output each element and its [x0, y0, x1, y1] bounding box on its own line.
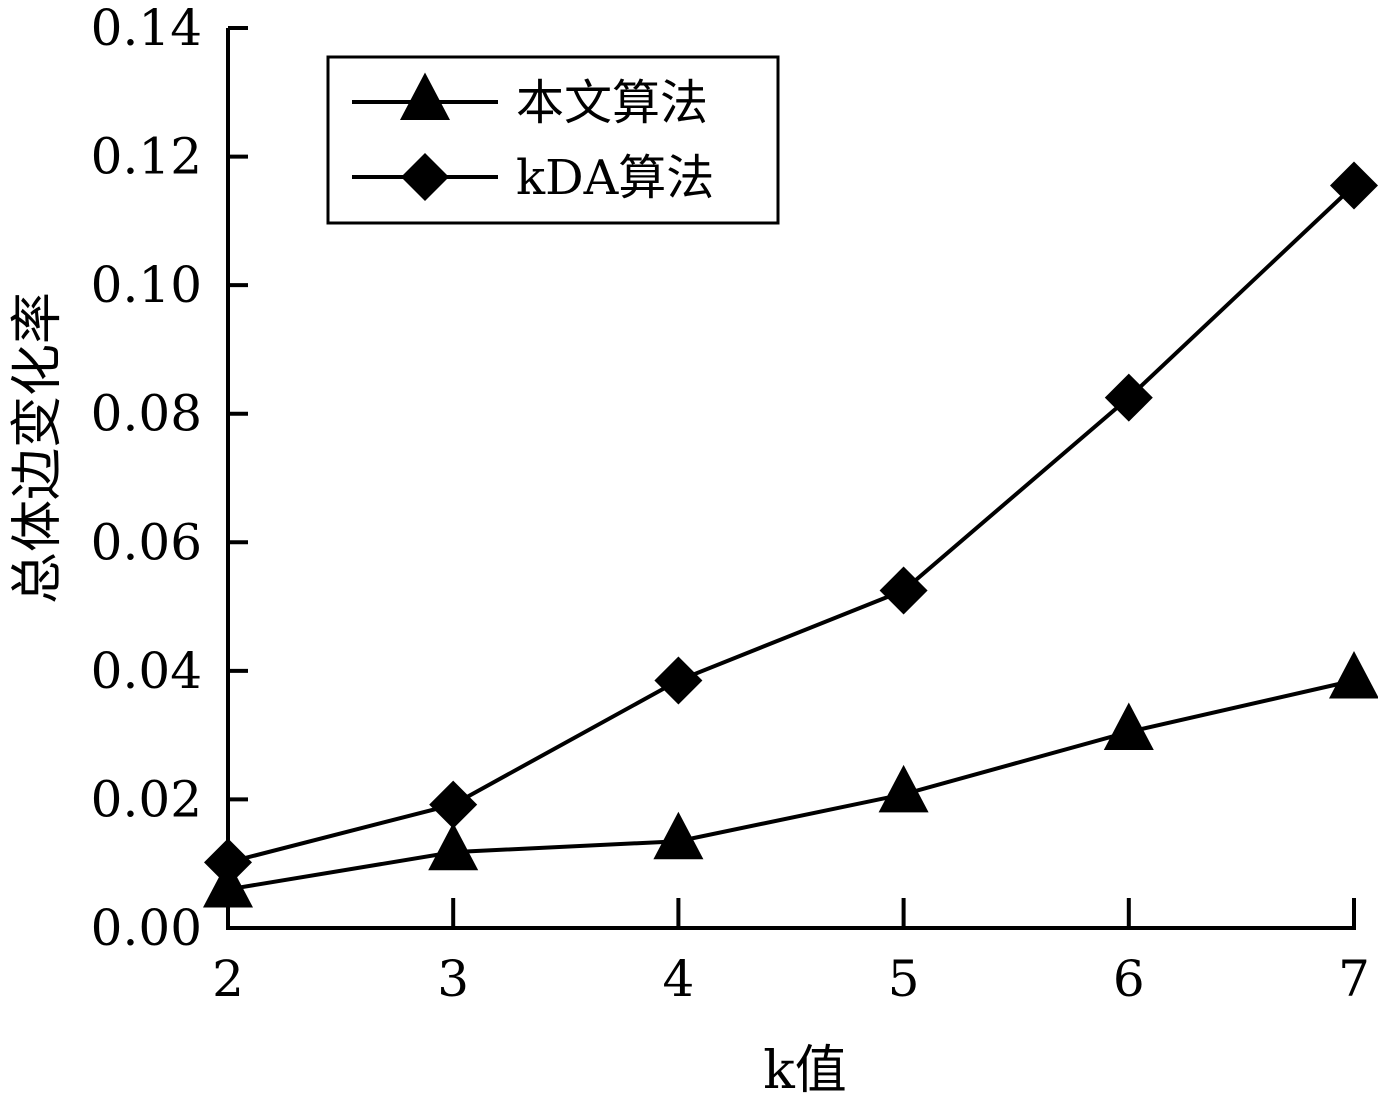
x-tick-label: 7: [1338, 950, 1370, 1008]
data-point-diamond: [879, 566, 928, 615]
y-axis-title: 总体边变化率: [8, 292, 68, 604]
data-point-triangle: [428, 822, 479, 871]
x-tick-label: 5: [888, 950, 920, 1008]
legend: 本文算法 kDA算法: [326, 55, 780, 225]
data-point-diamond: [654, 656, 703, 705]
legend-marker-diamond: [401, 153, 449, 201]
series-layer: [203, 161, 1378, 908]
series-line: [227, 184, 1356, 865]
data-point-triangle: [1103, 702, 1154, 750]
x-tick-label: 4: [662, 950, 694, 1008]
data-point-diamond: [429, 780, 478, 829]
legend-item: kDA算法: [352, 150, 714, 206]
legend-item: 本文算法: [352, 72, 708, 131]
series-line: [227, 678, 1355, 892]
data-point-diamond: [1330, 161, 1378, 210]
y-tick-label: 0.06: [91, 513, 202, 571]
data-point-diamond: [204, 838, 252, 887]
data-point-triangle: [878, 764, 929, 813]
y-axis-ticks: 0.00 0.02 0.04 0.06 0.08 0.10 0.12 0.14: [91, 0, 248, 957]
x-axis-ticks: 2 3 4 5 6 7: [212, 898, 1370, 1008]
data-point-diamond: [1104, 373, 1153, 422]
x-axis-title: k值: [763, 1041, 847, 1101]
legend-label: 本文算法: [516, 75, 708, 131]
x-tick-label: 2: [212, 950, 244, 1008]
data-point-triangle: [653, 811, 704, 860]
y-tick-label: 0.14: [91, 0, 202, 57]
series-2: [204, 161, 1378, 887]
y-tick-label: 0.02: [91, 770, 202, 828]
legend-marker-triangle: [400, 72, 450, 121]
y-tick-label: 0.08: [91, 385, 202, 443]
y-tick-label: 0.10: [91, 256, 202, 314]
data-point-triangle: [1329, 651, 1378, 699]
legend-items: 本文算法 kDA算法: [352, 72, 714, 206]
y-tick-label: 0.04: [91, 642, 202, 700]
y-tick-label: 0.00: [91, 899, 202, 957]
legend-label: kDA算法: [516, 150, 714, 206]
series-1: [203, 651, 1378, 908]
x-tick-label: 3: [437, 950, 469, 1008]
x-tick-label: 6: [1113, 950, 1145, 1008]
legend-box: [326, 55, 780, 225]
y-tick-label: 0.12: [91, 128, 202, 186]
